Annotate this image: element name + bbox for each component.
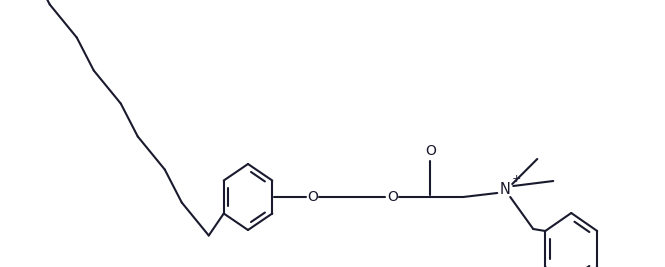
Text: N: N <box>500 182 511 197</box>
Text: O: O <box>387 190 398 204</box>
Text: +: + <box>511 174 521 184</box>
Text: O: O <box>425 144 436 158</box>
Text: O: O <box>307 190 318 204</box>
